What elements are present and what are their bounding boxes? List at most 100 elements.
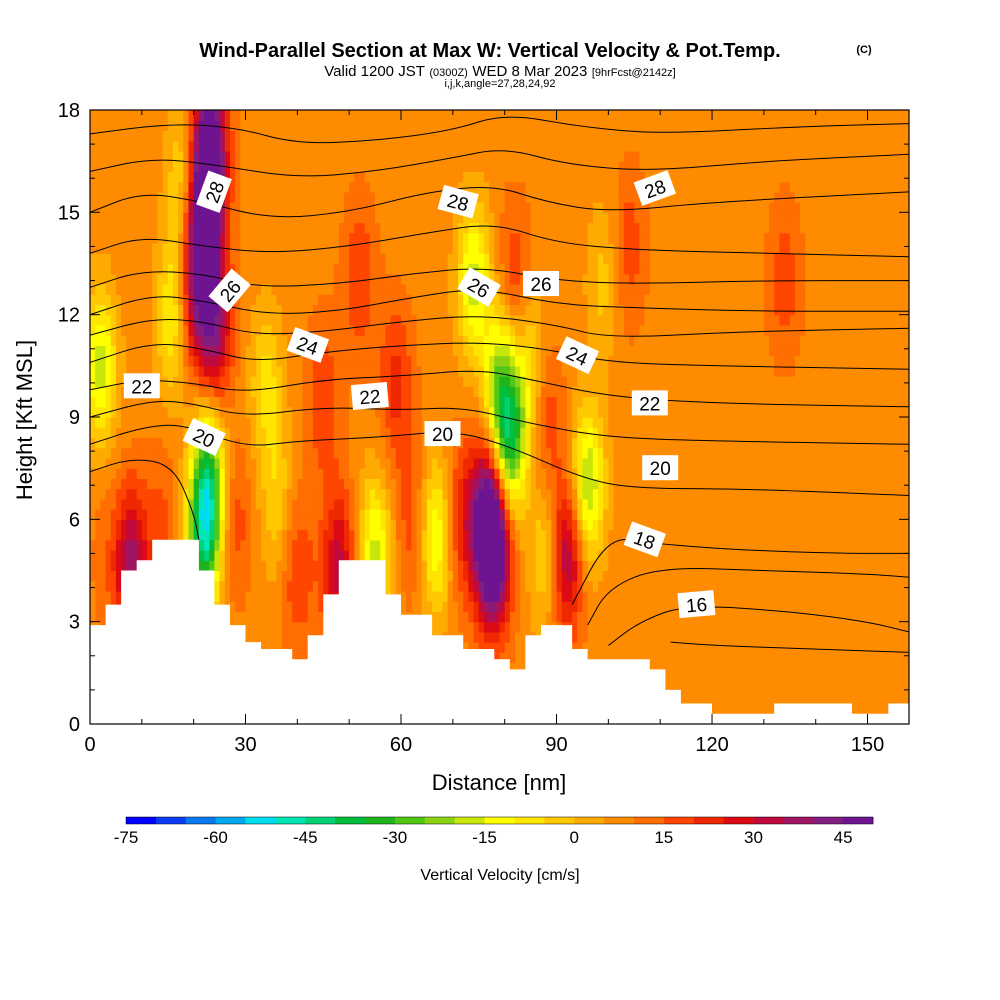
field-cell <box>411 355 418 367</box>
field-cell <box>110 191 117 203</box>
field-cell <box>255 406 262 418</box>
field-cell <box>281 498 288 510</box>
field-cell <box>297 570 304 582</box>
field-cell <box>172 457 179 469</box>
field-cell <box>380 488 387 500</box>
field-cell <box>426 580 433 592</box>
field-cell <box>483 253 490 265</box>
field-cell <box>473 130 480 142</box>
field-cell <box>463 406 469 418</box>
field-cell <box>447 529 454 541</box>
field-cell <box>115 519 122 531</box>
field-cell <box>447 150 454 162</box>
field-cell <box>307 212 314 224</box>
field-cell <box>209 314 215 326</box>
field-cell <box>297 631 304 643</box>
field-cell <box>406 365 412 377</box>
field-cell <box>141 437 148 449</box>
field-cell <box>395 376 402 387</box>
field-cell <box>447 222 454 234</box>
field-cell <box>178 345 184 357</box>
field-cell <box>292 294 298 306</box>
field-cell <box>121 150 127 162</box>
field-cell <box>90 417 96 428</box>
field-cell <box>318 263 324 275</box>
field-cell <box>432 283 438 295</box>
field-cell <box>198 519 205 531</box>
field-cell <box>224 386 231 398</box>
field-cell <box>515 232 521 244</box>
field-cell <box>323 478 330 490</box>
field-cell <box>250 324 257 336</box>
field-cell <box>250 335 257 346</box>
field-cell <box>214 110 221 121</box>
field-cell <box>338 120 345 132</box>
field-cell <box>281 580 288 592</box>
field-cell <box>416 140 423 152</box>
field-cell <box>416 406 423 418</box>
field-cell <box>95 590 101 602</box>
field-cell <box>105 539 112 551</box>
field-cell <box>452 181 459 193</box>
field-cell <box>504 457 511 469</box>
field-cell <box>401 580 407 592</box>
field-cell <box>499 243 506 254</box>
field-cell <box>473 621 480 633</box>
field-cell <box>141 191 148 203</box>
field-cell <box>167 406 174 418</box>
field-cell <box>406 120 412 132</box>
field-cell <box>328 376 335 387</box>
field-cell <box>235 212 241 224</box>
field-cell <box>286 447 293 459</box>
field-cell <box>204 150 210 162</box>
field-cell <box>489 642 495 653</box>
field-cell <box>183 365 190 377</box>
field-cell <box>328 150 335 162</box>
field-cell <box>136 243 143 254</box>
field-cell <box>235 222 241 234</box>
field-cell <box>235 386 241 398</box>
field-cell <box>214 498 221 510</box>
field-cell <box>172 529 179 541</box>
field-cell <box>100 396 107 408</box>
field-cell <box>478 498 485 510</box>
field-cell <box>447 570 454 582</box>
field-cell <box>198 457 205 469</box>
field-cell <box>95 324 101 336</box>
field-cell <box>395 447 402 459</box>
field-cell <box>167 437 174 449</box>
field-cell <box>411 447 418 459</box>
field-cell <box>333 355 340 367</box>
field-cell <box>364 355 371 367</box>
field-cell <box>421 580 428 592</box>
field-cell <box>235 120 241 132</box>
field-cell <box>426 601 433 613</box>
field-cell <box>338 130 345 142</box>
field-cell <box>276 417 283 428</box>
field-cell <box>261 212 267 224</box>
field-cell <box>100 130 107 142</box>
field-cell <box>229 468 236 479</box>
field-cell <box>375 181 381 193</box>
field-cell <box>219 447 226 459</box>
field-cell <box>95 550 101 561</box>
field-cell <box>172 417 179 428</box>
field-cell <box>240 150 247 162</box>
field-cell <box>219 550 226 561</box>
field-cell <box>126 222 133 234</box>
field-cell <box>292 243 298 254</box>
field-cell <box>406 396 412 408</box>
field-cell <box>452 406 459 418</box>
field-cell <box>307 243 314 254</box>
field-cell <box>276 181 283 193</box>
field-cell <box>121 273 127 285</box>
field-cell <box>390 365 397 377</box>
field-cell <box>452 539 459 551</box>
field-cell <box>312 283 319 295</box>
field-cell <box>204 263 210 275</box>
field-cell <box>240 611 247 623</box>
field-cell <box>458 120 464 132</box>
field-cell <box>105 161 112 172</box>
field-cell <box>385 560 392 572</box>
field-cell <box>395 324 402 336</box>
